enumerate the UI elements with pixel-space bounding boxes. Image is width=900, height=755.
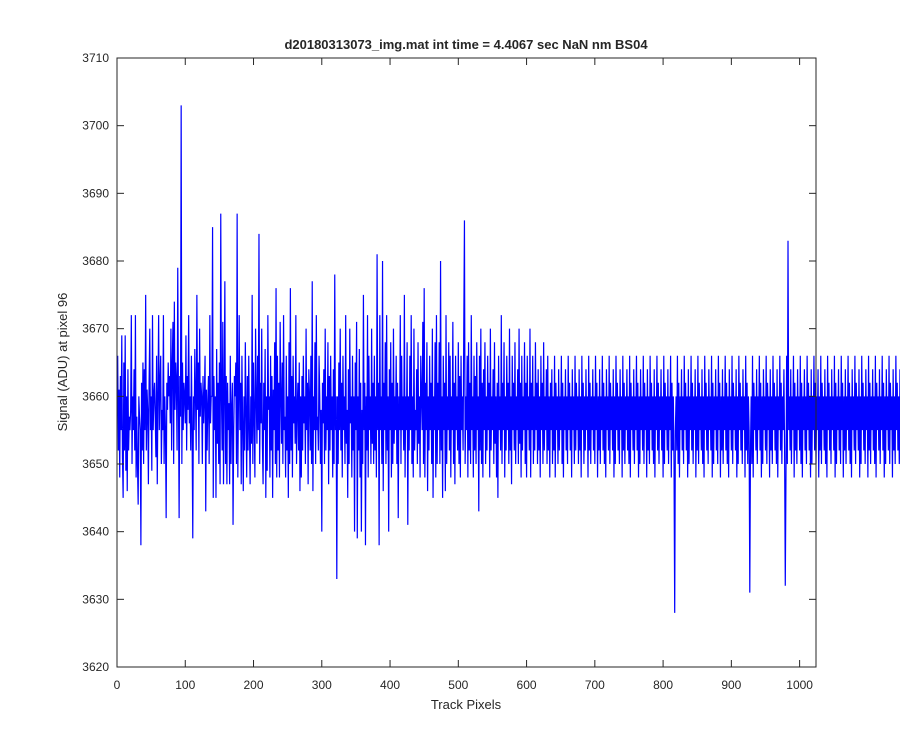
x-tick-label: 500 [448, 678, 468, 692]
series-layer [117, 105, 900, 613]
x-axis-label: Track Pixels [431, 697, 502, 712]
x-tick-label: 600 [517, 678, 537, 692]
axes-box [116, 57, 817, 668]
x-tick-label: 400 [380, 678, 400, 692]
y-tick-label: 3670 [82, 322, 109, 336]
y-tick-label: 3660 [82, 389, 109, 403]
chart-title: d20180313073_img.mat int time = 4.4067 s… [284, 37, 648, 52]
y-tick-label: 3700 [82, 119, 109, 133]
y-tick-label: 3650 [82, 457, 109, 471]
x-tick-label: 1000 [786, 678, 813, 692]
x-tick-label: 900 [721, 678, 741, 692]
x-tick-label: 300 [312, 678, 332, 692]
tick-layer: 0 100 200 300 400 500 600 700 800 900 1000 3620 3630… [82, 51, 816, 692]
y-axis-label: Signal (ADU) at pixel 96 [55, 293, 70, 432]
x-tick-label: 800 [653, 678, 673, 692]
y-tick-label: 3640 [82, 525, 109, 539]
y-tick-label: 3620 [82, 660, 109, 674]
y-tick-label: 3690 [82, 186, 109, 200]
x-tick-label: 200 [244, 678, 264, 692]
signal-series-line [117, 105, 900, 613]
y-tick-label: 3630 [82, 592, 109, 606]
y-tick-label: 3680 [82, 254, 109, 268]
x-tick-label: 700 [585, 678, 605, 692]
x-tick-label: 0 [114, 678, 121, 692]
x-tick-label: 100 [175, 678, 195, 692]
y-tick-label: 3710 [82, 51, 109, 65]
